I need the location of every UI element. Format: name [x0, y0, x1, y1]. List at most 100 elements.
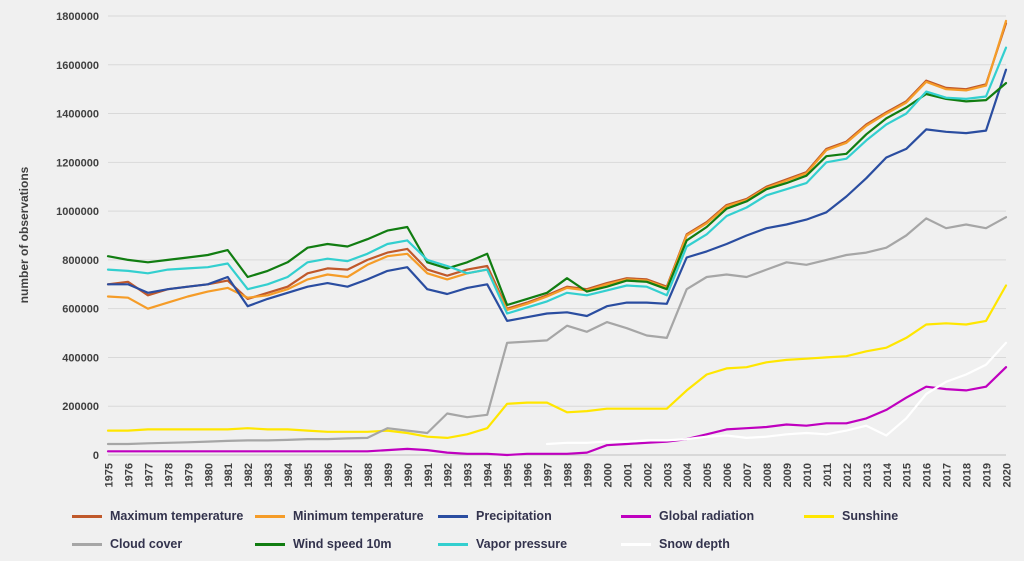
legend-line-marker-icon: [438, 514, 468, 518]
legend-line-marker-icon: [255, 542, 285, 546]
legend-item-maximum-temperature: Maximum temperature: [72, 509, 255, 523]
x-tick-label: 2020: [1002, 463, 1014, 487]
legend-label: Wind speed 10m: [293, 537, 392, 551]
x-tick-label: 2015: [902, 463, 914, 487]
y-axis-title: number of observations: [17, 166, 31, 303]
x-tick-label: 1992: [443, 463, 455, 487]
x-tick-label: 2016: [922, 463, 934, 487]
x-tick-label: 1984: [283, 462, 295, 487]
legend-item-vapor-pressure: Vapor pressure: [438, 537, 621, 551]
series-line-cloud-cover: [106, 216, 1008, 446]
x-tick-label: 1997: [543, 463, 555, 487]
x-tick-label: 2014: [882, 462, 894, 487]
legend-label: Global radiation: [659, 509, 755, 523]
x-tick-label: 1991: [423, 463, 435, 487]
x-tick-label: 1994: [483, 462, 495, 487]
x-tick-label: 1978: [163, 463, 175, 487]
legend-row: Cloud cover Wind speed 10m Vapor pressure S…: [72, 530, 1022, 558]
x-tick-label: 1977: [143, 463, 155, 487]
y-tick-label: 200000: [62, 401, 99, 413]
legend-line-marker-icon: [804, 514, 834, 518]
x-tick-label: 2006: [722, 463, 734, 487]
x-tick-label: 1983: [263, 463, 275, 487]
legend-item-global-radiation: Global radiation: [621, 509, 804, 523]
legend-item-snow-depth: Snow depth: [621, 537, 804, 551]
legend-line-marker-icon: [621, 514, 651, 518]
chart-legend: Maximum temperature Minimum temperature Pr…: [72, 502, 1022, 558]
x-tick-label: 1998: [562, 463, 574, 487]
x-tick-label: 2008: [762, 463, 774, 487]
x-tick-label: 2007: [742, 463, 754, 487]
x-tick-label: 2012: [842, 463, 854, 487]
legend-line-marker-icon: [438, 542, 468, 546]
series-line-global-radiation: [106, 366, 1008, 457]
y-tick-label: 1000000: [56, 206, 99, 218]
series-line-precipitation: [106, 68, 1008, 322]
series-lines: [106, 19, 1008, 457]
x-tick-label: 1993: [463, 463, 475, 487]
series-line-wind-speed-10m: [106, 81, 1008, 307]
x-tick-label: 1990: [403, 463, 415, 487]
legend-line-marker-icon: [72, 542, 102, 546]
y-tick-label: 1800000: [56, 11, 99, 23]
y-tick-label: 400000: [62, 352, 99, 364]
x-tick-label: 1979: [183, 463, 195, 487]
legend-label: Cloud cover: [110, 537, 183, 551]
legend-line-marker-icon: [255, 514, 285, 518]
x-tick-label: 2013: [862, 463, 874, 487]
x-tick-label: 1982: [243, 463, 255, 487]
x-tick-label: 1986: [323, 463, 335, 487]
x-tick-label: 1996: [523, 463, 535, 487]
x-tick-label: 2011: [822, 463, 834, 487]
series-line-snow-depth: [545, 341, 1008, 446]
y-tick-label: 1200000: [56, 157, 99, 169]
x-tick-label: 1981: [223, 463, 235, 487]
x-tick-label: 2009: [782, 463, 794, 487]
legend-item-minimum-temperature: Minimum temperature: [255, 509, 438, 523]
series-line-minimum-temperature: [106, 19, 1008, 311]
legend-item-cloud-cover: Cloud cover: [72, 537, 255, 551]
x-tick-label: 2004: [682, 462, 694, 487]
x-tick-label: 2018: [962, 463, 974, 487]
legend-item-sunshine: Sunshine: [804, 509, 987, 523]
legend-label: Minimum temperature: [293, 509, 424, 523]
x-tick-label: 1985: [303, 463, 315, 487]
x-tick-label: 1989: [383, 463, 395, 487]
y-tick-label: 0: [93, 450, 99, 462]
legend-label: Snow depth: [659, 537, 730, 551]
y-axis-tick-labels: 0 200000 400000 600000 800000 1000000 1200000 1…: [56, 11, 99, 462]
legend-label: Sunshine: [842, 509, 899, 523]
legend-item-precipitation: Precipitation: [438, 509, 621, 523]
gridlines: [108, 15, 1006, 456]
observations-line-chart: 0 200000 400000 600000 800000 1000000 1200000 1…: [17, 11, 1014, 487]
series-line-maximum-temperature: [106, 22, 1008, 310]
legend-item-wind-speed-10m: Wind speed 10m: [255, 537, 438, 551]
x-tick-label: 2003: [662, 463, 674, 487]
y-tick-label: 1600000: [56, 60, 99, 72]
y-tick-label: 600000: [62, 304, 99, 316]
x-tick-label: 2017: [942, 463, 954, 487]
x-tick-label: 2010: [802, 463, 814, 487]
x-tick-label: 2002: [642, 463, 654, 487]
y-tick-label: 800000: [62, 255, 99, 267]
x-tick-label: 2001: [622, 463, 634, 487]
x-tick-label: 1995: [503, 463, 515, 487]
series-line-sunshine: [106, 284, 1008, 439]
legend-line-marker-icon: [621, 542, 651, 546]
x-tick-label: 2019: [982, 463, 994, 487]
x-tick-label: 1975: [104, 463, 116, 487]
legend-label: Maximum temperature: [110, 509, 244, 523]
x-tick-label: 1980: [203, 463, 215, 487]
legend-label: Vapor pressure: [476, 537, 568, 551]
x-tick-label: 1976: [123, 463, 135, 487]
legend-label: Precipitation: [476, 509, 552, 523]
x-tick-label: 2005: [702, 463, 714, 487]
legend-row: Maximum temperature Minimum temperature Pr…: [72, 502, 1022, 530]
x-tick-label: 1999: [582, 463, 594, 487]
x-axis-tick-labels: 1975 1976 1977 1978 1979 1980 1981 1982 1983 1984…: [104, 462, 1014, 487]
series-line-vapor-pressure: [106, 46, 1008, 315]
legend-line-marker-icon: [72, 514, 102, 518]
x-tick-label: 1987: [343, 463, 355, 487]
y-tick-label: 1400000: [56, 109, 99, 121]
